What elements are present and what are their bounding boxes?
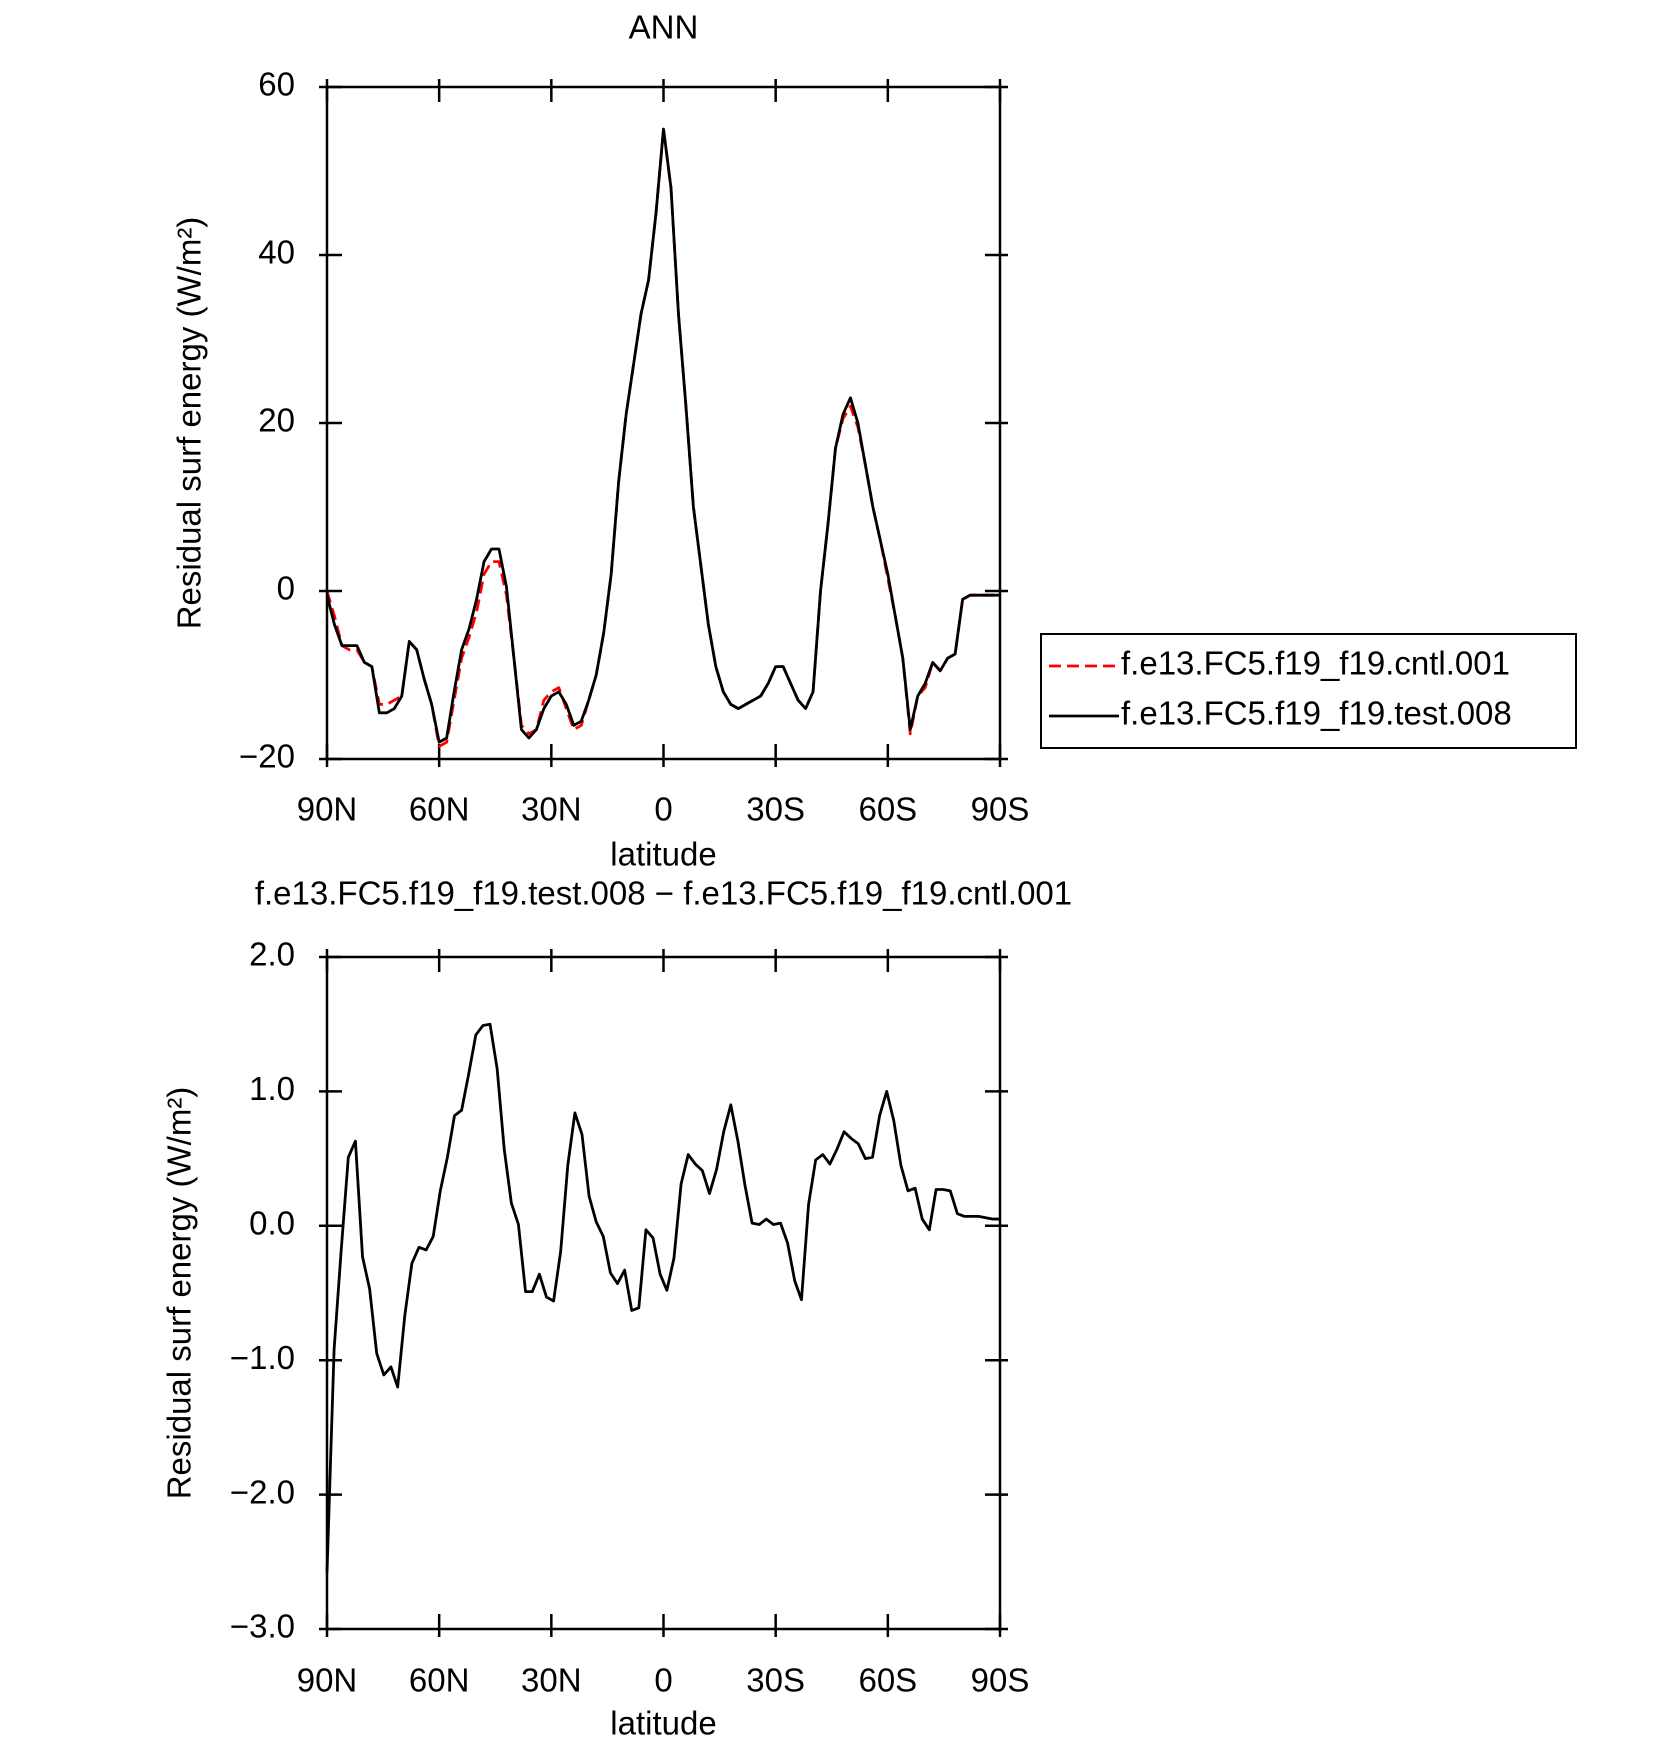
x-tick-label: 60S — [858, 791, 917, 828]
x-tick-label: 60N — [409, 1662, 470, 1699]
y-tick-label: 60 — [258, 66, 295, 103]
x-axis-label: latitude — [610, 1705, 716, 1741]
chart-title: ANN — [629, 9, 699, 46]
x-tick-label: 30N — [521, 1662, 582, 1699]
y-axis-label: Residual surf energy (W/m²) — [161, 1087, 198, 1500]
y-tick-label: −1.0 — [230, 1339, 295, 1376]
x-tick-label: 60N — [409, 791, 470, 828]
y-tick-label: −2.0 — [230, 1473, 295, 1510]
plot-frame — [325, 85, 1002, 761]
data-line — [325, 1022, 1000, 1573]
y-tick-label: 0.0 — [249, 1205, 295, 1242]
x-tick-label: 60S — [858, 1662, 917, 1699]
y-tick-label: 1.0 — [249, 1070, 295, 1107]
y-tick-label: −20 — [239, 738, 295, 775]
legend-label: f.e13.FC5.f19_f19.cntl.001 — [1121, 645, 1510, 682]
x-tick-label: 90S — [971, 1662, 1030, 1699]
data-line — [325, 127, 1000, 748]
y-tick-label: −3.0 — [230, 1608, 295, 1645]
x-tick-label: 0 — [654, 1662, 672, 1699]
plot-frame — [325, 955, 1002, 1631]
x-tick-label: 30S — [746, 791, 805, 828]
y-axis-label: Residual surf energy (W/m²) — [171, 217, 208, 630]
x-tick-label: 90N — [297, 791, 358, 828]
x-tick-label: 90N — [297, 1662, 358, 1699]
legend-box — [1040, 633, 1577, 749]
y-tick-label: 0 — [277, 570, 295, 607]
x-tick-label: 90S — [971, 791, 1030, 828]
y-tick-label: 2.0 — [249, 936, 295, 973]
chart-title: f.e13.FC5.f19_f19.test.008 − f.e13.FC5.f… — [255, 875, 1072, 912]
y-tick-label: 40 — [258, 234, 295, 271]
x-axis-label: latitude — [610, 836, 716, 873]
data-line — [325, 127, 1000, 744]
x-tick-label: 0 — [654, 791, 672, 828]
y-tick-label: 20 — [258, 402, 295, 439]
x-tick-label: 30S — [746, 1662, 805, 1699]
legend-label: f.e13.FC5.f19_f19.test.008 — [1121, 695, 1512, 732]
legend: f.e13.FC5.f19_f19.cntl.001 f.e13.FC5.f19_… — [1040, 633, 1577, 749]
x-tick-label: 30N — [521, 791, 582, 828]
